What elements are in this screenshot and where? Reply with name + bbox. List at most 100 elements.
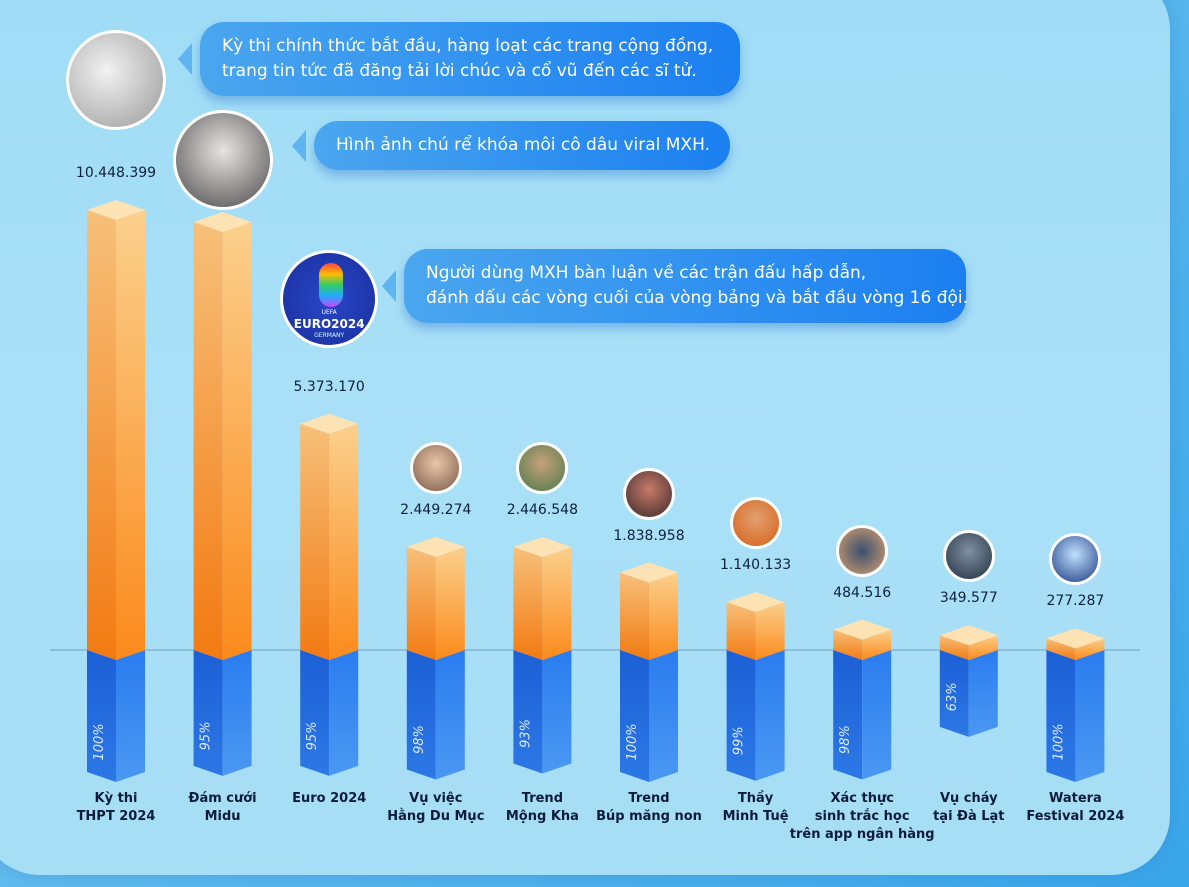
value-label: 277.287 (1046, 593, 1105, 610)
upper-bar-cap (1046, 628, 1105, 649)
lower-bar-left-face (1046, 650, 1076, 782)
lower-bar-left-face (726, 650, 756, 781)
upper-bar-left-face (1046, 638, 1076, 660)
callout-text: Kỳ thi chính thức bắt đầu, hàng loạt các… (222, 36, 714, 56)
value-label: 10.448.399 (75, 165, 157, 181)
upper-bar-left-face (300, 423, 330, 660)
category-label: Đám cưới Midu (188, 791, 257, 824)
topic-photo (623, 467, 675, 520)
euro-subtitle: GERMANY (314, 332, 345, 339)
upper-bar-right-face (435, 546, 465, 660)
lower-bar-left-face (833, 650, 863, 780)
euro-2024-logo: UEFA EURO2024 GERMANY (280, 250, 379, 348)
lower-bar-right-face (649, 650, 678, 782)
upper-bar-left-face (620, 572, 649, 660)
upper-bar-right-face (329, 423, 359, 660)
topic-photo (66, 30, 166, 130)
percentage-label: 93% (518, 719, 533, 748)
upper-bar-left-face (193, 221, 223, 660)
category-label: Trend Mộng Kha (505, 791, 579, 824)
percentage-label: 63% (945, 682, 960, 711)
upper-bar-left-face (726, 601, 756, 660)
lower-bar-right-face (1075, 650, 1105, 782)
trophy-icon (319, 263, 344, 307)
upper-bar-right-face (649, 572, 678, 660)
upper-bar-left-face (513, 546, 543, 660)
upper-bar-left-face (939, 635, 969, 660)
lower-bar-left-face (513, 650, 543, 774)
percentage-label: 100% (625, 723, 640, 760)
category-label: Euro 2024 (292, 791, 367, 806)
upper-bar-right-face (755, 601, 785, 660)
callout-arrow-icon (382, 270, 396, 302)
callout-euro: Người dùng MXH bàn luận về các trận đấu … (382, 249, 969, 323)
lower-bar-right-face (968, 650, 998, 737)
lower-bar-left-face (620, 650, 649, 782)
upper-bar-right-face (222, 221, 252, 660)
category-label: Watera Festival 2024 (1026, 791, 1125, 824)
upper-bar-right-face (1075, 638, 1105, 660)
category-label: Vụ cháy tại Đà Lạt (933, 791, 1005, 824)
lower-bar-right-face (862, 650, 892, 780)
category-label: Vụ việc Hằng Du Mục (387, 791, 485, 824)
value-label: 1.140.133 (719, 556, 792, 573)
lower-bar-right-face (435, 650, 465, 780)
category-label: Xác thực sinh trắc học trên app ngân hàng (789, 791, 935, 842)
value-label: 349.577 (939, 590, 998, 607)
value-label: 1.838.958 (613, 527, 685, 544)
lower-bar-left-face (87, 650, 116, 782)
topic-photo (516, 441, 569, 494)
lower-bar-left-face (939, 650, 969, 737)
upper-bar-left-face (87, 210, 116, 660)
topic-photo (172, 110, 273, 210)
upper-bar-cap (513, 536, 572, 557)
value-label: 5.373.170 (293, 378, 365, 395)
percentage-label: 99% (732, 726, 747, 755)
lower-bar-right-face (542, 650, 572, 774)
callout-arrow-icon (178, 43, 192, 75)
topic-photo (1049, 533, 1102, 586)
category-label: Kỳ thi THPT 2024 (76, 791, 156, 824)
lower-bar-left-face (193, 650, 223, 776)
lower-bar-right-face (329, 650, 359, 776)
value-label: 2.449.274 (400, 501, 472, 518)
upper-bar-right-face (968, 635, 998, 660)
lower-bar-right-face (222, 650, 252, 776)
value-label: 484.516 (833, 584, 892, 601)
upper-bar-left-face (406, 546, 436, 660)
callout-text: trang tin tức đã đăng tải lời chúc và cổ… (222, 61, 697, 81)
upper-bar-right-face (542, 546, 572, 660)
upper-bar-right-face (116, 210, 145, 660)
upper-bar-left-face (833, 629, 863, 660)
upper-bar-cap (406, 536, 465, 557)
lower-bar-left-face (406, 650, 436, 780)
upper-bar-cap (193, 211, 252, 232)
category-label: Thầy Minh Tuệ (722, 791, 789, 824)
lower-bar-right-face (116, 650, 145, 782)
lower-bar-right-face (755, 650, 785, 781)
upper-bar-cap (939, 625, 998, 646)
percentage-label: 100% (92, 723, 107, 760)
callout-midu: Hình ảnh chú rể khóa môi cô dâu viral MX… (292, 121, 730, 170)
upper-bar-cap (87, 200, 145, 220)
topic-photo (836, 524, 889, 577)
upper-bar-cap (300, 413, 359, 434)
callout-text: Người dùng MXH bàn luận về các trận đấu … (426, 263, 867, 283)
value-label: 2.446.548 (506, 501, 579, 518)
euro-title: EURO2024 (293, 317, 365, 331)
callout-thpt: Kỳ thi chính thức bắt đầu, hàng loạt các… (178, 22, 740, 96)
callout-text: Hình ảnh chú rể khóa môi cô dâu viral MX… (336, 135, 710, 155)
percentage-label: 98% (412, 725, 427, 754)
category-label: Trend Búp măng non (596, 791, 702, 824)
percentage-label: 100% (1051, 723, 1066, 760)
topic-photo (729, 496, 782, 549)
upper-bar-right-face (862, 629, 892, 660)
callout-text: đánh dấu các vòng cuối của vòng bảng và … (426, 288, 969, 308)
upper-bar-cap (620, 562, 678, 583)
upper-bar-cap (726, 591, 785, 612)
topic-photo (942, 530, 995, 583)
percentage-label: 95% (305, 721, 320, 750)
uefa-text: UEFA (321, 309, 337, 316)
topic-photo (409, 441, 462, 494)
